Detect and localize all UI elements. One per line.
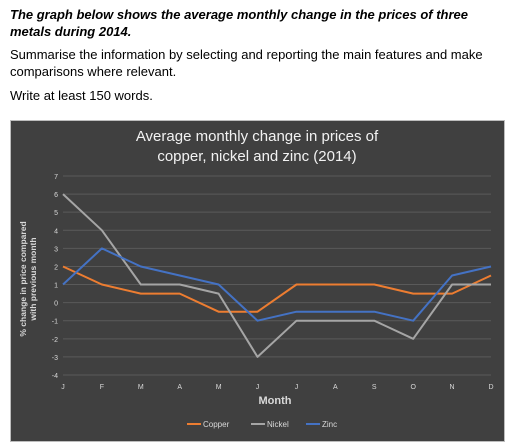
y-tick-labels: 7 6 5 4 3 2 1 0 -1 -2 -3 -4 [52, 174, 58, 380]
y-tick-label: -2 [52, 337, 58, 344]
y-tick-label: 7 [54, 174, 58, 181]
series-lines [62, 193, 492, 358]
x-tick-label: M [138, 384, 144, 391]
chart-title-line2: copper, nickel and zinc (2014) [157, 148, 356, 165]
y-tick-label: 3 [54, 246, 58, 253]
series-line-zinc [62, 247, 492, 322]
x-tick-label: S [372, 384, 377, 391]
line-chart: Average monthly change in prices of copp… [18, 128, 494, 429]
task-title: The graph below shows the average monthl… [10, 7, 468, 39]
y-tick-label: -3 [52, 355, 58, 362]
x-tick-label: A [333, 384, 338, 391]
x-tick-label: F [100, 384, 104, 391]
legend-label-copper: Copper [203, 420, 230, 429]
y-tick-label: -4 [52, 373, 58, 380]
x-tick-label: A [177, 384, 182, 391]
y-tick-label: 4 [54, 228, 58, 235]
y-tick-label: 2 [54, 264, 58, 271]
x-tick-label: M [216, 384, 222, 391]
y-tick-label: 0 [54, 301, 58, 308]
chart-legend: Copper Nickel Zinc [187, 420, 337, 429]
legend-label-nickel: Nickel [267, 420, 289, 429]
y-tick-label: -1 [52, 319, 58, 326]
x-tick-label: N [450, 384, 455, 391]
word-count-requirement: Write at least 150 words. [10, 88, 153, 103]
x-tick-label: D [488, 384, 493, 391]
y-tick-label: 6 [54, 192, 58, 199]
x-tick-label: J [256, 384, 260, 391]
task-instruction: Summarise the information by selecting a… [10, 47, 483, 79]
x-tick-label: O [410, 384, 416, 391]
legend-label-zinc: Zinc [322, 420, 337, 429]
x-axis-label: Month [259, 395, 292, 407]
y-axis-label-line2: with previous month [28, 237, 38, 321]
series-line-copper [62, 265, 492, 313]
chart-container: Average monthly change in prices of copp… [10, 120, 505, 442]
x-tick-label: J [61, 384, 65, 391]
y-tick-label: 1 [54, 283, 58, 290]
y-tick-label: 5 [54, 210, 58, 217]
chart-title-line1: Average monthly change in prices of [136, 128, 379, 145]
task-prompt: The graph below shows the average monthl… [10, 6, 505, 104]
series-line-nickel [62, 193, 491, 358]
x-tick-label: J [295, 384, 299, 391]
y-axis-label-line1: % change in price compared [18, 221, 28, 336]
chart-grid [63, 175, 491, 376]
